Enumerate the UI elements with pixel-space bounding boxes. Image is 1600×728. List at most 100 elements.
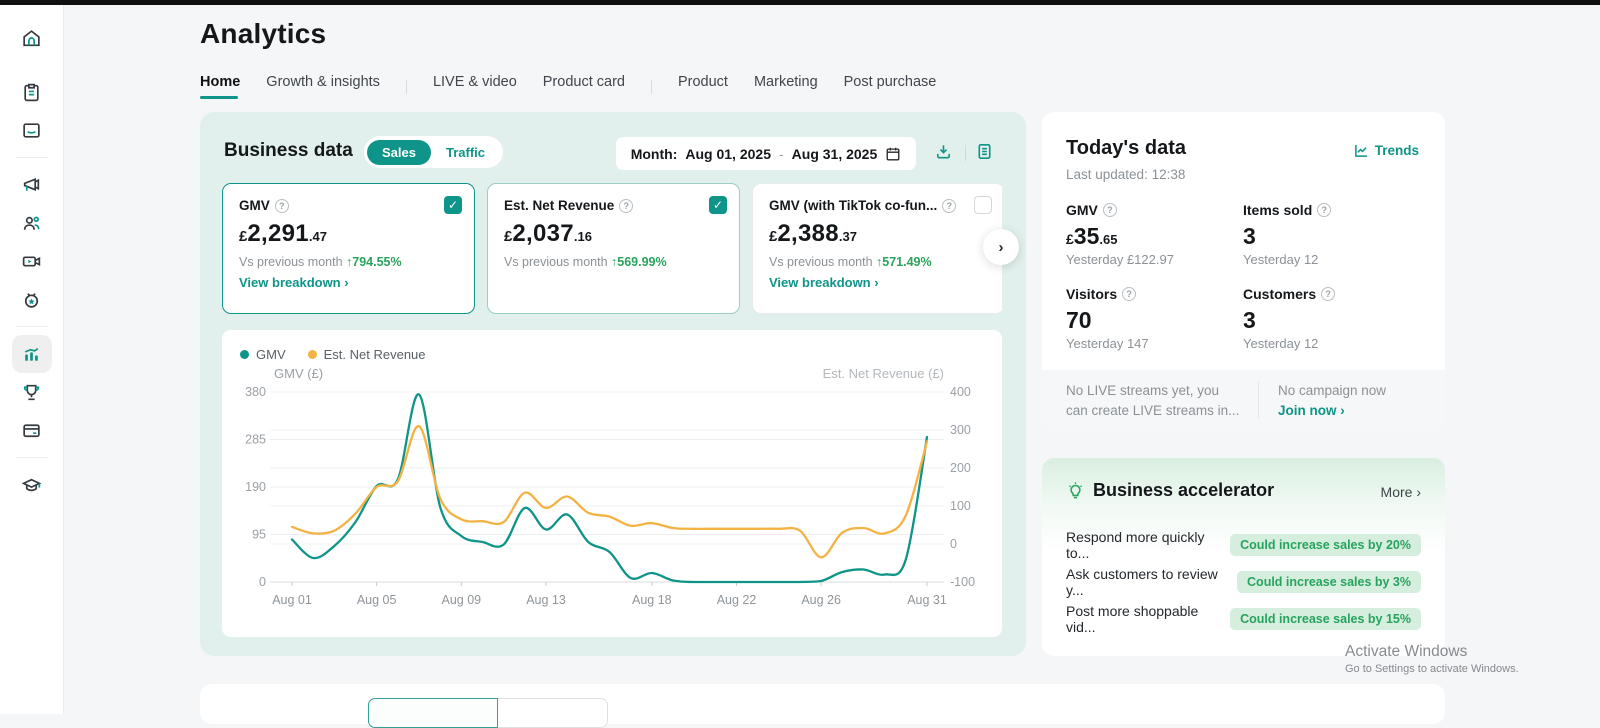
legend-item-gmv[interactable]: GMV — [240, 347, 286, 362]
svg-text:Aug 18: Aug 18 — [632, 593, 672, 607]
accelerator-more-link[interactable]: More › — [1380, 484, 1421, 500]
metric-card-gmv[interactable]: GMV? ✓ £2,291.47 Vs previous month ↑794.… — [222, 183, 475, 314]
metric-card-net-revenue[interactable]: Est. Net Revenue? ✓ £2,037.16 Vs previou… — [487, 183, 740, 314]
view-breakdown-link[interactable]: View breakdown › — [239, 275, 349, 290]
yesterday-value: Yesterday 12 — [1243, 336, 1319, 351]
clipped-segment-active[interactable] — [368, 698, 498, 728]
impact-badge: Could increase sales by 3% — [1237, 571, 1421, 593]
lightbulb-icon — [1068, 482, 1083, 499]
tab-post-purchase[interactable]: Post purchase — [843, 74, 937, 90]
checkbox-checked-icon[interactable]: ✓ — [444, 196, 462, 214]
tab-growth-insights[interactable]: Growth & insights — [266, 74, 380, 90]
today-metric-items-sold: Items sold? 3 Yesterday 12 — [1243, 202, 1413, 267]
help-icon[interactable]: ? — [1122, 287, 1137, 301]
help-icon[interactable]: ? — [1317, 203, 1332, 217]
vs-label: Vs previous month — [504, 255, 608, 269]
report-clipboard-icon — [978, 144, 991, 159]
business-data-title: Business data — [224, 140, 353, 161]
checkbox-checked-icon[interactable]: ✓ — [709, 196, 727, 214]
cards-next-arrow-button[interactable]: › — [983, 229, 1019, 265]
svg-text:Aug 09: Aug 09 — [442, 593, 482, 607]
business-data-panel: Business data Sales Traffic Month: Aug 0… — [200, 112, 1026, 656]
month-range-picker[interactable]: Month: Aug 01, 2025 - Aug 31, 2025 — [616, 137, 916, 170]
sidebar-item-live[interactable] — [12, 280, 52, 318]
accelerator-row-videos[interactable]: Post more shoppable vid... Could increas… — [1066, 603, 1421, 635]
today-footer-strip: No LIVE streams yet, you can create LIVE… — [1042, 370, 1445, 430]
report-button[interactable] — [975, 142, 994, 161]
sidebar-item-finance[interactable] — [12, 411, 52, 449]
todays-data-title: Today's data — [1066, 137, 1186, 159]
value-dec: .37 — [838, 229, 857, 244]
help-icon[interactable]: ? — [619, 198, 634, 213]
legend-label: GMV — [256, 347, 286, 362]
toggle-sales[interactable]: Sales — [367, 139, 431, 165]
sidebar — [0, 5, 64, 714]
tab-home[interactable]: Home — [200, 74, 240, 99]
accelerator-header: Business accelerator — [1066, 480, 1274, 501]
accelerator-row-respond[interactable]: Respond more quickly to... Could increas… — [1066, 529, 1421, 561]
sidebar-item-video[interactable] — [12, 242, 52, 280]
help-icon[interactable]: ? — [1321, 287, 1336, 301]
impact-badge: Could increase sales by 15% — [1230, 608, 1421, 630]
help-icon[interactable]: ? — [942, 198, 957, 213]
download-button[interactable] — [934, 142, 953, 161]
yesterday-value: Yesterday 12 — [1243, 252, 1319, 267]
chart-legend: GMV Est. Net Revenue — [240, 347, 426, 362]
trends-link[interactable]: Trends — [1354, 143, 1419, 158]
svg-text:Aug 13: Aug 13 — [526, 593, 566, 607]
svg-text:Est. Net Revenue (£): Est. Net Revenue (£) — [823, 366, 944, 381]
sidebar-item-home[interactable] — [12, 19, 52, 57]
campaign-note-text: No campaign now — [1278, 383, 1387, 398]
tab-product-card[interactable]: Product card — [542, 74, 625, 90]
svg-text:285: 285 — [245, 433, 266, 447]
orders-clipboard-icon — [24, 83, 39, 101]
metric-card-gmv-cofunded[interactable]: GMV (with TikTok co-fun...? £2,388.37 Vs… — [752, 183, 1002, 314]
value-int: 2,388 — [777, 220, 839, 247]
watermark-title: Activate Windows — [1345, 643, 1468, 660]
help-icon[interactable]: ? — [274, 198, 289, 213]
value-int: 3 — [1243, 223, 1256, 249]
currency: £ — [239, 228, 248, 245]
tab-live-video[interactable]: LIVE & video — [432, 74, 517, 90]
tab-marketing[interactable]: Marketing — [753, 74, 818, 90]
value-dec: .47 — [308, 229, 327, 244]
suggestion-label: Post more shoppable vid... — [1066, 603, 1199, 635]
suggestion-label: Respond more quickly to... — [1066, 529, 1205, 561]
metric-label: Items sold — [1243, 202, 1313, 218]
sidebar-divider — [15, 157, 48, 158]
business-accelerator-card: Business accelerator More › Respond more… — [1042, 458, 1445, 656]
sidebar-item-marketing[interactable] — [12, 166, 52, 204]
help-icon[interactable]: ? — [1102, 203, 1117, 217]
view-breakdown-link[interactable]: View breakdown › — [769, 275, 879, 290]
page-title: Analytics — [200, 18, 327, 49]
trends-label: Trends — [1374, 143, 1419, 158]
sidebar-item-affiliate[interactable] — [12, 204, 52, 242]
vs-label: Vs previous month — [769, 255, 873, 269]
live-note-line2: can create LIVE streams in... — [1066, 403, 1240, 418]
today-metric-visitors: Visitors? 70 Yesterday 147 — [1066, 286, 1236, 351]
clipped-segment-inactive[interactable] — [498, 698, 608, 728]
trends-chart-icon — [1354, 144, 1367, 157]
last-updated-text: Last updated: 12:38 — [1066, 167, 1186, 182]
checkbox-unchecked-icon[interactable] — [974, 196, 992, 214]
finance-card-icon — [23, 423, 40, 437]
sidebar-item-academy[interactable] — [12, 466, 52, 504]
tab-product[interactable]: Product — [677, 74, 728, 90]
sidebar-divider — [15, 326, 48, 327]
sidebar-item-competition[interactable] — [12, 373, 52, 411]
legend-item-net-revenue[interactable]: Est. Net Revenue — [307, 347, 426, 362]
next-section-panel — [200, 684, 1445, 728]
sidebar-item-messages[interactable] — [12, 111, 52, 149]
svg-text:Aug 31: Aug 31 — [907, 593, 947, 607]
legend-dot-yellow — [307, 350, 317, 359]
toggle-traffic[interactable]: Traffic — [445, 144, 485, 160]
sidebar-item-analytics[interactable] — [11, 335, 52, 373]
watermark-subtitle: Go to Settings to activate Windows. — [1345, 663, 1519, 675]
dual-axis-line-chart: GMV (£) Est. Net Revenue (£) 380 285 190 95 0 4… — [245, 366, 975, 607]
value-int: 2,291 — [247, 220, 309, 247]
join-now-link[interactable]: Join now › — [1278, 403, 1345, 418]
svg-text:Aug 01: Aug 01 — [272, 593, 312, 607]
accelerator-row-reviews[interactable]: Ask customers to review y... Could incre… — [1066, 566, 1421, 598]
sidebar-item-orders[interactable] — [12, 73, 52, 111]
todays-data-card: Today's data Trends Last updated: 12:38 … — [1042, 112, 1445, 430]
